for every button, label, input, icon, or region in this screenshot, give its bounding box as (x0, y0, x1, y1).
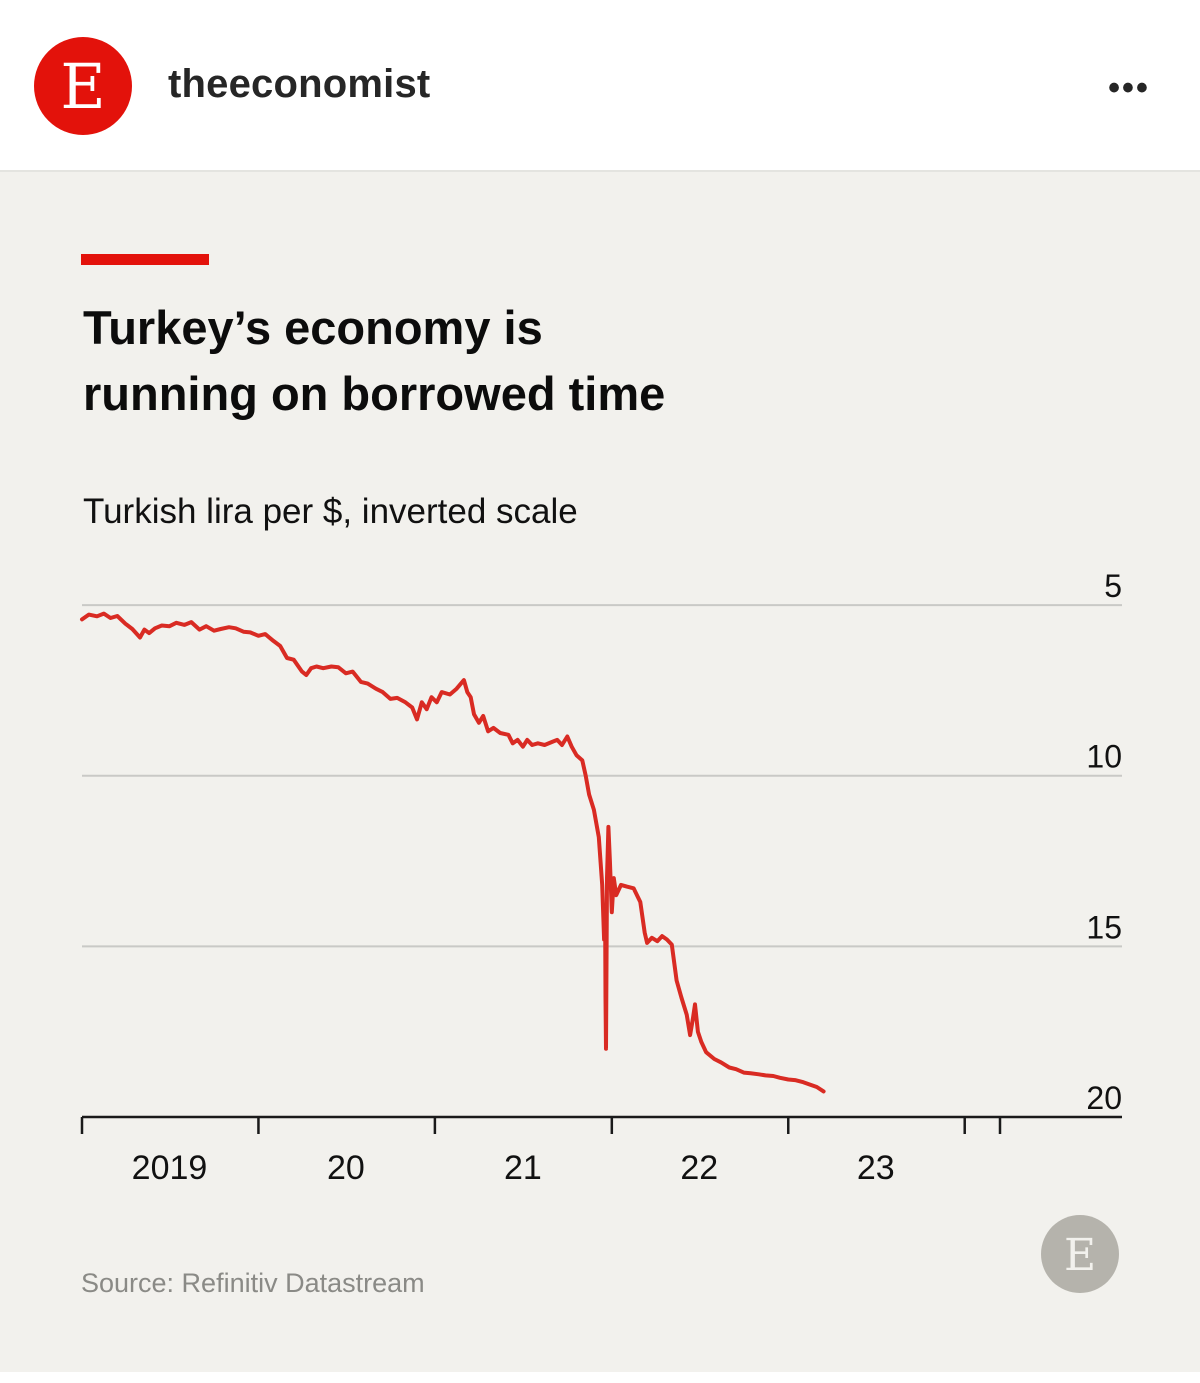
y-tick-label: 5 (1104, 568, 1122, 604)
username-link[interactable]: theeconomist (168, 62, 431, 106)
chart-svg: Turkey’s economy is running on borrowed … (80, 254, 1122, 1298)
post-header: E theeconomist ••• (0, 0, 1200, 170)
header-divider (0, 170, 1200, 172)
accent-bar (81, 254, 209, 265)
economist-logo: E (1041, 1215, 1119, 1293)
bottom-strip (0, 1372, 1200, 1383)
y-tick-labels: 5 10 15 20 (1086, 568, 1122, 1116)
gridlines (82, 604, 1122, 1119)
x-tick-label: 23 (857, 1149, 895, 1187)
chart-subtitle: Turkish lira per $, inverted scale (83, 492, 578, 531)
y-tick-label: 10 (1086, 739, 1122, 775)
source-note: Source: Refinitiv Datastream (81, 1268, 425, 1298)
chart-card: Turkey’s economy is running on borrowed … (0, 172, 1200, 1372)
y-tick-label: 20 (1086, 1080, 1122, 1116)
more-options-icon[interactable]: ••• (1108, 69, 1150, 107)
avatar-letter: E (60, 50, 106, 123)
profile-avatar[interactable]: E (34, 37, 132, 135)
x-axis: 2019 20 21 22 23 (80, 1117, 1002, 1187)
series-line (80, 611, 826, 1094)
x-tick-label: 21 (504, 1149, 542, 1187)
chart-title: Turkey’s economy is running on borrowed … (83, 301, 665, 420)
logo-letter: E (1064, 1230, 1096, 1281)
x-tick-label: 20 (327, 1149, 365, 1187)
title-line: running on borrowed time (83, 367, 665, 420)
logo-circle (1041, 1215, 1119, 1293)
x-tick-label: 2019 (132, 1149, 208, 1187)
title-line: Turkey’s economy is (83, 301, 543, 354)
x-tick-label: 22 (680, 1149, 718, 1187)
y-tick-label: 15 (1086, 909, 1122, 945)
series-layer (80, 611, 826, 1094)
